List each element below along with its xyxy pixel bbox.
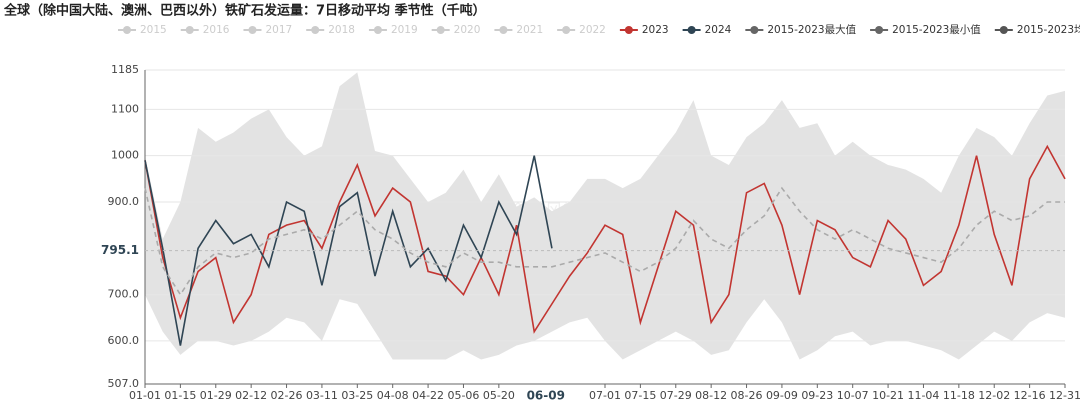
series-line: [144, 155, 553, 346]
x-tick-label: 01-01: [129, 389, 161, 401]
legend-label: 2015-2023均值: [1017, 23, 1080, 36]
legend-item-inactive: 2018: [306, 24, 355, 36]
legend-icon: [999, 26, 1008, 34]
x-tick-label: 10-07: [837, 389, 869, 401]
legend-item-inactive: 2022: [557, 24, 606, 36]
legend-icon: [436, 26, 445, 34]
legend-label: 2015: [140, 24, 167, 36]
legend-label: 2022: [579, 24, 606, 36]
legend-label: 2019: [391, 24, 418, 36]
x-tick-label: 12-31: [1049, 389, 1080, 401]
legend-label: 2023: [642, 24, 669, 36]
y-tick-label: 600.0: [108, 334, 140, 347]
legend-icon: [687, 26, 696, 34]
legend-item: 2023: [619, 24, 669, 36]
y-tick-label: 1185: [111, 63, 139, 76]
legend-label: 2024: [705, 24, 732, 36]
x-tick-label: 08-12: [695, 389, 727, 401]
legend-item-inactive: 2021: [494, 24, 543, 36]
legend-icon: [499, 26, 508, 34]
legend-icon: [373, 26, 382, 34]
legend-icon: [562, 26, 571, 34]
x-tick-label: 01-29: [200, 389, 232, 401]
legend-label: 2018: [328, 24, 355, 36]
x-tick-label: 11-04: [907, 389, 939, 401]
x-tick-label: 07-15: [624, 389, 656, 401]
x-tick-label: 04-08: [377, 389, 409, 401]
x-tick-label: 11-18: [943, 389, 975, 401]
legend-item-inactive: 2017: [243, 24, 292, 36]
y-tick-label: 1000: [111, 149, 139, 162]
y-tick-label: 700.0: [108, 288, 140, 301]
series-line: [144, 186, 1065, 297]
legend-icon: [248, 26, 257, 34]
legend-label: 2017: [265, 24, 292, 36]
x-tick-label: 02-26: [271, 389, 303, 401]
series-line: [144, 144, 1066, 334]
x-tick-label: 02-12: [235, 389, 267, 401]
x-tick-label: 05-06: [447, 389, 479, 401]
legend-icon: [185, 26, 194, 34]
y-tick-label: 1100: [111, 102, 139, 115]
legend-label: 2021: [516, 24, 543, 36]
range-band: [145, 72, 1065, 360]
legend-item: 2024: [682, 24, 732, 36]
legend-item-inactive: 2020: [431, 24, 481, 36]
legend-label: 2015-2023最大值: [767, 23, 856, 36]
x-tick-label: 05-20: [483, 389, 515, 401]
crosshair-x-label: 06-09: [527, 389, 565, 401]
legend-item-inactive: 2019: [368, 24, 418, 36]
legend-item: 2015-2023均值: [994, 23, 1080, 36]
x-tick-label: 04-22: [412, 389, 444, 401]
legend-icon: [123, 26, 131, 34]
x-tick-label: 12-16: [1014, 389, 1046, 401]
legend-icon: [875, 26, 884, 34]
legend-label: 2016: [203, 24, 230, 36]
x-tick-label: 03-25: [341, 389, 373, 401]
crosshair-y-label: 795.1: [101, 243, 139, 257]
crosshair-y-box: [101, 241, 143, 260]
legend-item-inactive: 2016: [180, 24, 230, 36]
chart-title: 全球（除中国大陆、澳洲、巴西以外）铁矿石发运量：7日移动平均 季节性（千吨）: [3, 3, 486, 19]
legend-icon: [750, 26, 759, 34]
crosshair-x-box: [517, 387, 574, 401]
legend-item-inactive: 2015: [118, 24, 167, 36]
x-tick-label: 07-29: [660, 389, 692, 401]
legend-label: 2015-2023最小值: [892, 23, 981, 36]
x-tick-label: 07-01: [589, 389, 621, 401]
x-tick-label: 08-26: [731, 389, 763, 401]
legend-item: 2015-2023最小值: [870, 23, 981, 36]
legend-label: 2020: [454, 24, 481, 36]
x-tick-label: 03-11: [306, 389, 338, 401]
legend-icon: [311, 26, 320, 34]
x-tick-label: 01-15: [164, 389, 196, 401]
y-tick-label: 900.0: [108, 195, 140, 208]
x-tick-label: 09-23: [801, 389, 833, 401]
y-tick-label: 507.0: [108, 377, 140, 390]
x-tick-label: 09-09: [766, 389, 798, 401]
legend-icon: [624, 26, 633, 34]
legend-item: 2015-2023最大值: [745, 23, 857, 36]
x-tick-label: 12-02: [978, 389, 1010, 401]
x-tick-label: 10-21: [872, 389, 904, 401]
